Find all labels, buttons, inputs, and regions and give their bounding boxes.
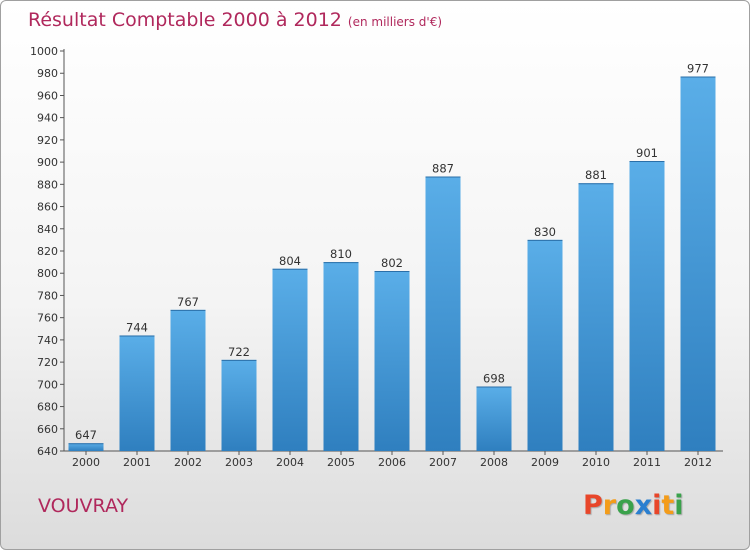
city-name: VOUVRAY bbox=[38, 495, 129, 517]
x-tick-label: 2003 bbox=[225, 456, 253, 469]
y-tick-label: 820 bbox=[37, 245, 58, 258]
bar-value-label: 802 bbox=[381, 256, 403, 270]
y-tick-label: 940 bbox=[37, 112, 58, 125]
x-tick-label: 2004 bbox=[276, 456, 304, 469]
y-tick-label: 760 bbox=[37, 312, 58, 325]
bar-value-label: 977 bbox=[687, 62, 709, 76]
bar-2011 bbox=[629, 161, 665, 451]
logo-letter: P bbox=[583, 490, 603, 521]
bar-2006 bbox=[374, 271, 410, 451]
y-tick-label: 960 bbox=[37, 89, 58, 102]
bar-value-label: 744 bbox=[126, 320, 148, 334]
y-tick-label: 780 bbox=[37, 289, 58, 302]
bar-value-label: 901 bbox=[636, 146, 658, 160]
bar-2007 bbox=[425, 176, 461, 452]
bar-value-label: 881 bbox=[585, 168, 607, 182]
bar-value-label: 887 bbox=[432, 162, 454, 176]
logo-letter: i bbox=[652, 490, 662, 521]
chart-title: Résultat Comptable 2000 à 2012 (en millie… bbox=[28, 9, 442, 31]
bar-value-label: 767 bbox=[177, 295, 199, 309]
x-tick-label: 2010 bbox=[582, 456, 610, 469]
y-tick-label: 680 bbox=[37, 401, 58, 414]
chart-subtitle: (en milliers d'€) bbox=[347, 15, 443, 29]
x-tick-label: 2006 bbox=[378, 456, 406, 469]
y-tick-label: 660 bbox=[37, 423, 58, 436]
bar-value-label: 810 bbox=[330, 247, 352, 261]
bar-2003 bbox=[221, 359, 257, 451]
bar-2008 bbox=[476, 386, 512, 451]
x-tick-label: 2011 bbox=[633, 456, 661, 469]
x-tick-label: 2012 bbox=[684, 456, 712, 469]
bar-2005 bbox=[323, 262, 359, 451]
proxiti-logo: Proxiti bbox=[583, 490, 684, 521]
y-tick-label: 740 bbox=[37, 334, 58, 347]
y-tick-label: 840 bbox=[37, 223, 58, 236]
logo-letter: x bbox=[634, 490, 653, 521]
bar-2001 bbox=[119, 335, 155, 451]
x-tick-label: 2002 bbox=[174, 456, 202, 469]
y-tick-label: 1000 bbox=[30, 45, 58, 58]
y-tick-label: 720 bbox=[37, 356, 58, 369]
y-tick-label: 900 bbox=[37, 156, 58, 169]
x-tick-label: 2007 bbox=[429, 456, 457, 469]
y-tick-label: 920 bbox=[37, 134, 58, 147]
bar-2012 bbox=[680, 76, 716, 452]
bar-2010 bbox=[578, 183, 614, 451]
bar-value-label: 804 bbox=[279, 254, 301, 268]
logo-letter: r bbox=[602, 490, 617, 521]
bar-2002 bbox=[170, 309, 206, 451]
y-tick-label: 700 bbox=[37, 378, 58, 391]
bar-2009 bbox=[527, 239, 563, 451]
y-tick-label: 860 bbox=[37, 201, 58, 214]
bar-value-label: 647 bbox=[75, 428, 97, 442]
logo-letter: o bbox=[616, 490, 635, 521]
x-tick-label: 2009 bbox=[531, 456, 559, 469]
x-tick-label: 2000 bbox=[72, 456, 100, 469]
y-tick-label: 980 bbox=[37, 67, 58, 80]
bar-2000 bbox=[68, 443, 104, 451]
x-tick-label: 2008 bbox=[480, 456, 508, 469]
x-tick-label: 2005 bbox=[327, 456, 355, 469]
x-tick-label: 2001 bbox=[123, 456, 151, 469]
chart-title-text: Résultat Comptable 2000 à 2012 bbox=[28, 9, 342, 31]
bar-value-label: 830 bbox=[534, 225, 556, 239]
logo-letter: i bbox=[674, 490, 684, 521]
logo-letter: t bbox=[661, 490, 675, 521]
bar-2004 bbox=[272, 268, 308, 451]
y-tick-label: 640 bbox=[37, 445, 58, 458]
y-tick-label: 800 bbox=[37, 267, 58, 280]
bar-value-label: 722 bbox=[228, 345, 250, 359]
y-tick-label: 880 bbox=[37, 178, 58, 191]
bar-value-label: 698 bbox=[483, 372, 505, 386]
